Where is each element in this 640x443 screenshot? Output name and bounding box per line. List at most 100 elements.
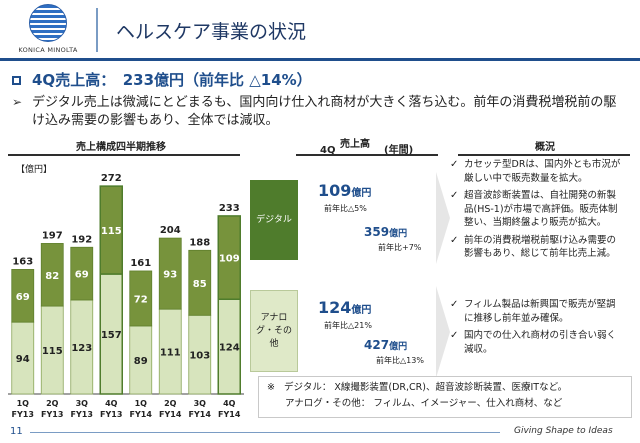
x-tick-label: FY13 [12, 410, 34, 419]
headline: 4Q売上高： 233億円（前年比 △14%） [32, 71, 312, 89]
x-tick-label: 2Q [164, 399, 177, 408]
col-sales-header: 売上高 [340, 139, 370, 150]
bar-label-total: 161 [130, 258, 151, 269]
footnote-row-digital: ※ デジタル： X線撮影装置(DR,CR)、超音波診断装置、医療ITなど。 [267, 380, 623, 396]
digital-year-unit: 億円 [389, 229, 408, 239]
check-icon: ✓ [450, 234, 459, 246]
analog-q4-value: 124億円 [318, 298, 371, 317]
bar-label-digital: 69 [75, 270, 89, 281]
check-icon: ✓ [450, 299, 459, 310]
analog-q4-number: 124 [318, 298, 352, 317]
digital-year-yoy: 前年比+7% [378, 243, 422, 252]
analog-year-unit: 億円 [389, 342, 408, 352]
footnote-digital-text: X線撮影装置(DR,CR)、超音波診断装置、医療ITなど。 [334, 382, 568, 393]
bar-label-total: 163 [12, 256, 33, 267]
bar-label-total: 233 [219, 203, 240, 214]
digital-year-value: 359億円 [364, 225, 407, 239]
chart-unit: 【億円】 [16, 165, 53, 175]
x-tick-label: 4Q [223, 399, 236, 408]
digital-q4-yoy: 前年比△5% [324, 204, 367, 213]
bar-label-analog: 111 [160, 348, 181, 359]
header-divider [96, 8, 98, 52]
overview-header: 概況 [535, 142, 555, 153]
footnote-analog-text: フィルム、イメージャー、仕入れ商材、など [373, 398, 563, 409]
x-tick-label: FY13 [71, 410, 93, 419]
col-year-header: (年間) [384, 145, 414, 156]
bar-label-total: 272 [101, 173, 122, 184]
x-tick-label: 2Q [46, 399, 59, 408]
bar-digital [217, 215, 241, 300]
company-logo: KONICA MINOLTA [6, 4, 90, 58]
note-item: ✓ 国内での仕入れ商材の引き合い弱く減収。 [450, 330, 617, 355]
x-tick-label: 4Q [105, 399, 118, 408]
bar-digital [158, 237, 182, 310]
chart-title-rule [8, 154, 240, 156]
col-header-rule [296, 154, 438, 156]
bar-digital [40, 243, 64, 307]
bar-digital [70, 246, 94, 301]
bar-label-analog: 115 [42, 346, 63, 357]
square-bullet-icon [12, 76, 21, 85]
bar-label-digital: 93 [163, 270, 177, 281]
x-tick-label: FY14 [218, 410, 241, 419]
x-tick-label: FY14 [189, 410, 212, 419]
x-tick-label: FY13 [100, 410, 122, 419]
arrow-bullet-icon: ➢ [12, 95, 23, 109]
bar-label-total: 188 [189, 237, 210, 248]
note-item: ✓ 超音波診断装置は、自社開発の新製品(HS-1)が市場で高評価。販売体制整い、当… [450, 190, 618, 228]
bar-label-digital: 109 [219, 254, 240, 265]
x-tick-label: FY14 [130, 410, 153, 419]
footnote-mark: ※ [267, 382, 275, 393]
bar-label-analog: 123 [71, 343, 92, 354]
bar-label-analog: 124 [219, 343, 240, 354]
digital-q4-value: 109億円 [318, 181, 371, 200]
chevron-right-icon [436, 172, 450, 264]
header-rule [0, 58, 640, 61]
bar-label-digital: 69 [16, 292, 30, 303]
analog-notes: ✓ フィルム製品は新興国で販売が堅調に推移し前年並み確保。 ✓ 国内での仕入れ商材の… [450, 298, 624, 360]
note-item: ✓ フィルム製品は新興国で販売が堅調に推移し前年並み確保。 [450, 299, 616, 324]
segment-analog-label: アナログ・その他 [250, 290, 298, 372]
chart-title: 売上構成四半期推移 [76, 142, 166, 153]
digital-year-number: 359 [364, 225, 390, 239]
bar-digital [129, 270, 153, 327]
bar-label-digital: 72 [134, 294, 148, 305]
bar-label-analog: 89 [134, 356, 148, 367]
bar-label-total: 197 [42, 230, 63, 241]
footnote-analog-label: アナログ・その他： [285, 398, 371, 409]
definitions-footnote: ※ デジタル： X線撮影装置(DR,CR)、超音波診断装置、医療ITなど。 アナ… [258, 376, 632, 418]
col-4q-header: 4Q [320, 145, 336, 156]
chevron-right-icon [436, 286, 450, 378]
summary-text: デジタル売上は微減にとどまるも、国内向け仕入れ商材が大きく落ち込む。前年の消費税… [32, 95, 617, 128]
bar-digital [99, 185, 123, 275]
analog-year-yoy: 前年比△13% [376, 356, 424, 365]
bar-digital [188, 249, 212, 316]
footnote-digital-label: デジタル： [284, 382, 332, 393]
bar-label-analog: 157 [101, 330, 122, 341]
tagline: Giving Shape to Ideas [514, 426, 613, 436]
analog-year-number: 427 [364, 338, 390, 352]
overview-header-rule [458, 154, 630, 156]
bar-label-total: 192 [71, 234, 92, 245]
bar-digital [11, 269, 35, 323]
segment-analog-text: アナログ・その他 [256, 312, 293, 349]
page-number: 11 [10, 426, 23, 437]
logo-text: KONICA MINOLTA [18, 46, 78, 54]
note-item: ✓ 前年の消費税増税前駆け込み需要の影響もあり、総じて前年比売上減。 [450, 234, 617, 260]
check-icon: ✓ [450, 330, 459, 341]
note-item: ✓ カセッテ型DRは、国内外とも市況が厳しい中で販売数量を拡大。 [450, 159, 621, 184]
x-tick-label: 1Q [135, 399, 148, 408]
digital-q4-unit: 億円 [351, 188, 372, 199]
check-icon: ✓ [450, 159, 459, 170]
quarterly-sales-chart: 94 69 163 1Q FY13 115 82 197 2Q FY13 123 69 192 3Q FY1… [8, 173, 244, 419]
x-tick-label: FY13 [41, 410, 63, 419]
analog-year-value: 427億円 [364, 338, 407, 352]
footnote-row-analog: アナログ・その他： フィルム、イメージャー、仕入れ商材、など [267, 396, 623, 412]
x-tick-label: 3Q [194, 399, 207, 408]
analog-q4-yoy: 前年比△21% [324, 321, 372, 330]
digital-q4-number: 109 [318, 181, 352, 200]
x-tick-label: FY14 [159, 410, 182, 419]
x-tick-label: 1Q [17, 399, 30, 408]
check-icon: ✓ [450, 190, 459, 201]
bar-label-analog: 94 [16, 354, 30, 365]
